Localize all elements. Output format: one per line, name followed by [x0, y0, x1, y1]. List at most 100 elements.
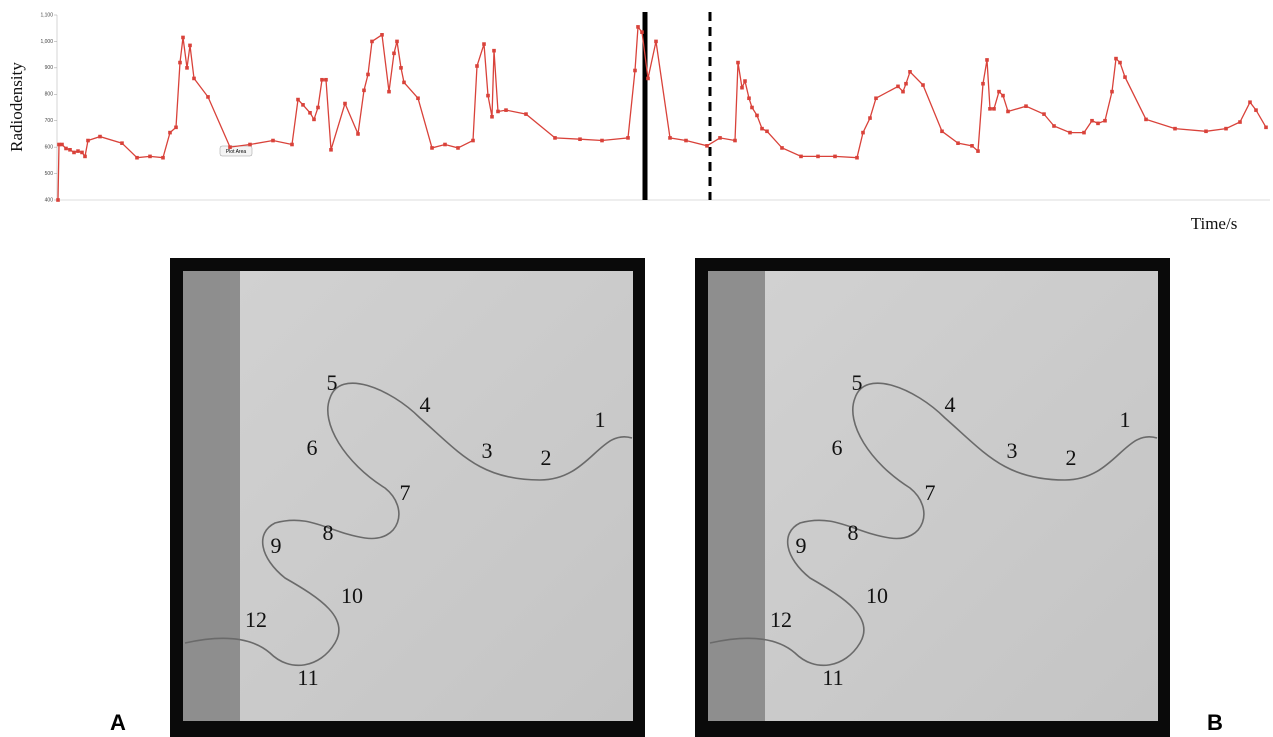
point-number: 10	[341, 583, 363, 608]
data-point	[316, 106, 320, 110]
data-point	[992, 107, 996, 111]
y-axis-title: Radiodensity	[7, 62, 26, 152]
data-point	[64, 147, 68, 151]
data-point	[921, 83, 925, 87]
data-point	[1042, 112, 1046, 116]
point-number: 3	[1007, 438, 1018, 463]
data-point	[1068, 131, 1072, 135]
data-point	[736, 61, 740, 65]
data-point	[290, 143, 294, 147]
data-point	[668, 136, 672, 140]
y-tick-label: 500	[45, 171, 54, 177]
y-tick-label: 1,000	[40, 39, 53, 45]
y-tick-label: 400	[45, 197, 54, 203]
data-point	[780, 146, 784, 150]
data-point	[1006, 110, 1010, 114]
data-point	[320, 78, 324, 82]
data-point	[72, 151, 76, 155]
data-point	[148, 155, 152, 159]
point-number: 9	[271, 533, 282, 558]
data-point	[1114, 57, 1118, 61]
data-point	[956, 141, 960, 145]
point-number: 11	[297, 665, 318, 690]
data-point	[1238, 120, 1242, 124]
data-point	[908, 70, 912, 74]
data-point	[308, 111, 312, 115]
data-point	[1123, 75, 1127, 79]
data-point	[896, 85, 900, 89]
data-point	[135, 156, 139, 160]
data-point	[76, 149, 80, 153]
data-point	[861, 131, 865, 135]
data-point	[524, 112, 528, 116]
data-point	[874, 96, 878, 100]
data-point	[475, 64, 479, 68]
data-point	[981, 82, 985, 86]
data-point	[399, 66, 403, 70]
data-point	[578, 137, 582, 141]
point-number: 8	[848, 520, 859, 545]
data-point	[626, 136, 630, 140]
data-point	[456, 146, 460, 150]
data-point	[86, 139, 90, 143]
data-point	[443, 143, 447, 147]
point-number: 3	[482, 438, 493, 463]
data-point	[1024, 104, 1028, 108]
data-point	[178, 61, 182, 65]
data-point	[185, 66, 189, 70]
data-point	[248, 143, 252, 147]
data-point	[380, 33, 384, 37]
data-point	[816, 155, 820, 159]
data-point	[471, 139, 475, 143]
data-point	[855, 156, 859, 160]
data-point	[997, 90, 1001, 94]
data-point	[181, 36, 185, 40]
point-number: 5	[327, 370, 338, 395]
data-point	[733, 139, 737, 143]
data-point	[392, 52, 396, 56]
point-number: 2	[1066, 445, 1077, 470]
data-point	[504, 108, 508, 112]
data-point	[654, 40, 658, 44]
data-point	[600, 139, 604, 143]
data-point	[1224, 127, 1228, 131]
data-point	[387, 90, 391, 94]
figure: Radiodensity Time/s Plot Area 4005006007…	[0, 0, 1273, 737]
dark-strip	[183, 271, 240, 721]
dark-strip	[708, 271, 765, 721]
point-number: 9	[796, 533, 807, 558]
data-point	[312, 118, 316, 122]
data-point	[356, 132, 360, 136]
point-number: 5	[852, 370, 863, 395]
data-point	[1204, 129, 1208, 133]
data-point	[718, 136, 722, 140]
data-point	[1082, 131, 1086, 135]
data-point	[174, 126, 178, 130]
data-point	[492, 49, 496, 53]
data-line	[58, 27, 1266, 200]
panel-letter: A	[110, 710, 126, 735]
data-point	[1090, 119, 1094, 123]
data-point	[206, 95, 210, 99]
data-point	[362, 89, 366, 93]
data-point	[705, 144, 709, 148]
data-point	[985, 58, 989, 62]
data-point	[1052, 124, 1056, 128]
data-point	[395, 40, 399, 44]
xray-panel: 123456789101112	[170, 258, 645, 737]
y-tick-label: 900	[45, 65, 54, 71]
data-point	[684, 139, 688, 143]
data-point	[868, 116, 872, 120]
data-point	[553, 136, 557, 140]
point-number: 6	[832, 435, 843, 460]
panel-letter: B	[1207, 710, 1223, 735]
data-point	[490, 115, 494, 119]
data-point	[301, 103, 305, 107]
data-point	[324, 78, 328, 82]
y-tick-label: 600	[45, 144, 54, 150]
data-point	[904, 82, 908, 86]
data-point	[740, 86, 744, 90]
point-number: 12	[770, 607, 792, 632]
data-point	[168, 131, 172, 135]
